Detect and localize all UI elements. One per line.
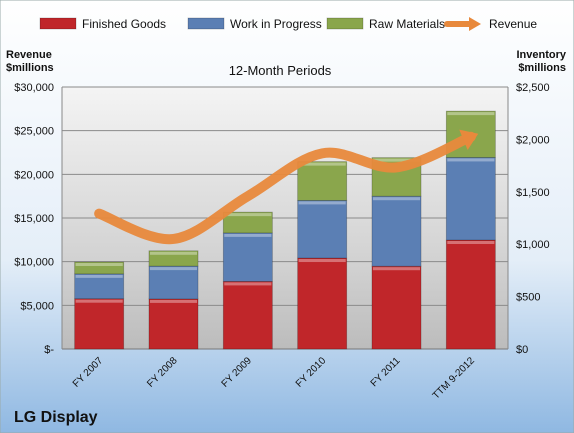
- y-left-tick-label: $30,000: [14, 82, 54, 94]
- bar-finished-goods: [222, 281, 273, 350]
- y-right-tick-label: $1,000: [516, 239, 550, 251]
- y-right-label-line1: Inventory: [516, 49, 566, 61]
- bar-finished-goods: [371, 265, 422, 350]
- bar-highlight: [224, 233, 272, 237]
- bar-highlight: [447, 112, 495, 116]
- y-left-label-line2: $millions: [6, 62, 54, 74]
- legend-swatch: [326, 17, 364, 30]
- revenue-line: [94, 131, 476, 245]
- bar-finished-goods: [445, 239, 496, 350]
- chart-subtitle: 12-Month Periods: [229, 63, 332, 78]
- legend-swatch: [187, 17, 225, 30]
- bars-group: [74, 110, 496, 350]
- y-left-tick-label: $15,000: [14, 213, 54, 225]
- bar-work-in-progress: [222, 232, 273, 282]
- bar-highlight: [149, 267, 198, 271]
- y-left-tick-label: $25,000: [14, 126, 54, 138]
- bar-work-in-progress: [148, 265, 199, 300]
- bar-highlight: [372, 267, 421, 271]
- legend-swatch-arrow: [469, 17, 481, 31]
- legend-swatch: [39, 17, 77, 30]
- legend-label: Finished Goods: [82, 17, 166, 31]
- legend: Finished Goods Work in Progress Raw Materi…: [39, 17, 537, 31]
- y-right-label-line2: $millions: [518, 62, 566, 74]
- gridlines: [61, 86, 509, 350]
- bar-work-in-progress: [297, 199, 348, 259]
- bar-work-in-progress: [445, 157, 496, 241]
- y-right-tick-label: $2,500: [516, 82, 550, 94]
- y-right-tick-label: $500: [516, 292, 540, 304]
- y-left-tick-label: $20,000: [14, 169, 54, 181]
- bar-finished-goods: [148, 298, 199, 350]
- bar-finished-goods: [297, 257, 348, 350]
- chart-title: LG Display: [14, 409, 98, 426]
- revenue-line-group: [94, 129, 479, 245]
- bar-highlight: [224, 282, 272, 286]
- y-right-tick-label: $0: [516, 344, 528, 356]
- bar-highlight: [149, 251, 198, 255]
- y-left-label-line1: Revenue: [6, 49, 52, 61]
- bar-finished-goods: [74, 298, 125, 350]
- legend-label: Raw Materials: [369, 17, 445, 31]
- bar-highlight: [298, 162, 346, 166]
- bar-work-in-progress: [371, 195, 422, 267]
- bar-raw-materials: [222, 211, 273, 234]
- bar-highlight: [149, 299, 198, 303]
- y-left-tick-label: $5,000: [20, 300, 54, 312]
- bar-highlight: [298, 259, 346, 263]
- bar-raw-materials: [148, 250, 199, 267]
- legend-label: Revenue: [489, 17, 537, 31]
- y-left-ticks: $- $5,000 $10,000 $15,000 $20,000 $25,000 $30,…: [14, 82, 54, 356]
- bar-highlight: [75, 274, 123, 278]
- bar-highlight: [75, 299, 123, 303]
- y-left-tick-label: $-: [44, 344, 54, 356]
- bar-raw-materials: [297, 161, 348, 201]
- bar-work-in-progress: [74, 273, 125, 300]
- bar-highlight: [298, 201, 346, 205]
- bar-highlight: [447, 241, 495, 245]
- bar-highlight: [447, 158, 495, 162]
- bar-highlight: [75, 263, 123, 267]
- y-right-ticks: $0 $500 $1,000 $1,500 $2,000 $2,500: [516, 82, 550, 356]
- y-left-tick-label: $10,000: [14, 257, 54, 269]
- bar-raw-materials: [74, 261, 125, 275]
- legend-label: Work in Progress: [230, 17, 322, 31]
- y-right-tick-label: $2,000: [516, 134, 550, 146]
- revenue-arrowhead: [459, 129, 479, 150]
- y-right-tick-label: $1,500: [516, 187, 550, 199]
- bar-highlight: [372, 158, 421, 162]
- bar-highlight: [372, 197, 421, 201]
- bar-highlight: [224, 213, 272, 217]
